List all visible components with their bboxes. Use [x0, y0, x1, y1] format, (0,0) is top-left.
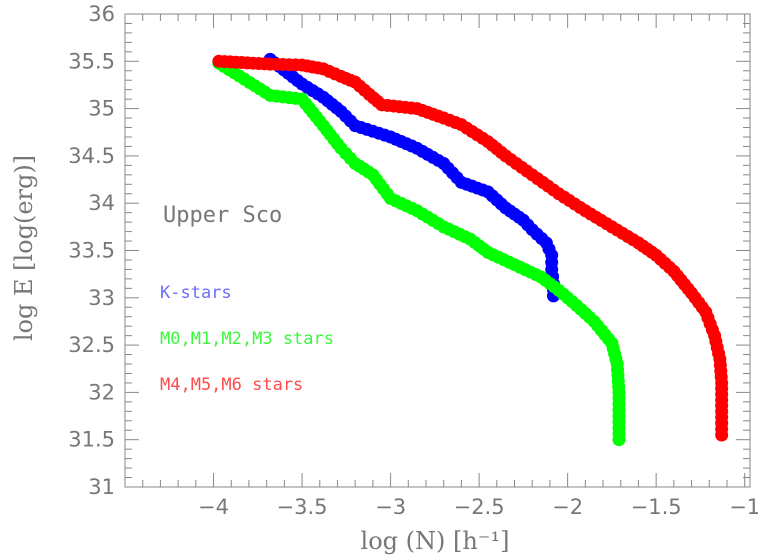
x-tick-label: −3	[375, 495, 406, 519]
y-tick-label: 32	[88, 380, 115, 404]
x-tick-label: −3.5	[277, 495, 328, 519]
y-axis-title: log E [log(erg)]	[10, 155, 38, 341]
annotation-m4-m6-stars: M4,M5,M6 stars	[160, 375, 303, 395]
x-tick-label: −1.5	[631, 495, 682, 519]
axis-labels: log E [log(erg)] log (N) [h⁻¹]	[10, 155, 509, 555]
y-tick-label: 31.5	[68, 428, 115, 452]
y-tick-label: 35.5	[68, 49, 115, 73]
x-tick-label: −2	[552, 495, 583, 519]
x-tick-label: −1	[729, 495, 758, 519]
x-tick-label: −2.5	[454, 495, 505, 519]
annotation-m0-m3-stars: M0,M1,M2,M3 stars	[160, 329, 334, 349]
y-tick-label: 32.5	[68, 333, 115, 357]
annotation-upper-sco: Upper Sco	[163, 203, 282, 228]
data-point	[715, 428, 729, 442]
y-tick-label: 35	[88, 97, 115, 121]
y-tick-label: 33.5	[68, 239, 115, 263]
x-axis-title: log (N) [h⁻¹]	[361, 527, 510, 555]
series-m0-m1-m2-m3-stars	[212, 56, 626, 447]
y-tick-label: 34	[88, 191, 115, 215]
annotations: Upper Sco K-stars M0,M1,M2,M3 stars M4,M…	[160, 203, 334, 395]
y-tick-label: 34.5	[68, 144, 115, 168]
data-point	[612, 433, 626, 447]
annotation-k-stars: K-stars	[160, 283, 232, 303]
series-k-stars	[263, 52, 560, 303]
y-tick-label: 33	[88, 286, 115, 310]
y-tick-label: 36	[88, 2, 115, 26]
series-layer	[212, 52, 729, 447]
x-tick-label: −4	[198, 495, 229, 519]
y-tick-label: 31	[88, 475, 115, 499]
series-m4-m5-m6-stars	[212, 54, 729, 442]
axes: 31 31.5 32 32.5 33 33.5 34 34.5 35 35.5 36 −4 −3.5 −3…	[68, 2, 758, 519]
